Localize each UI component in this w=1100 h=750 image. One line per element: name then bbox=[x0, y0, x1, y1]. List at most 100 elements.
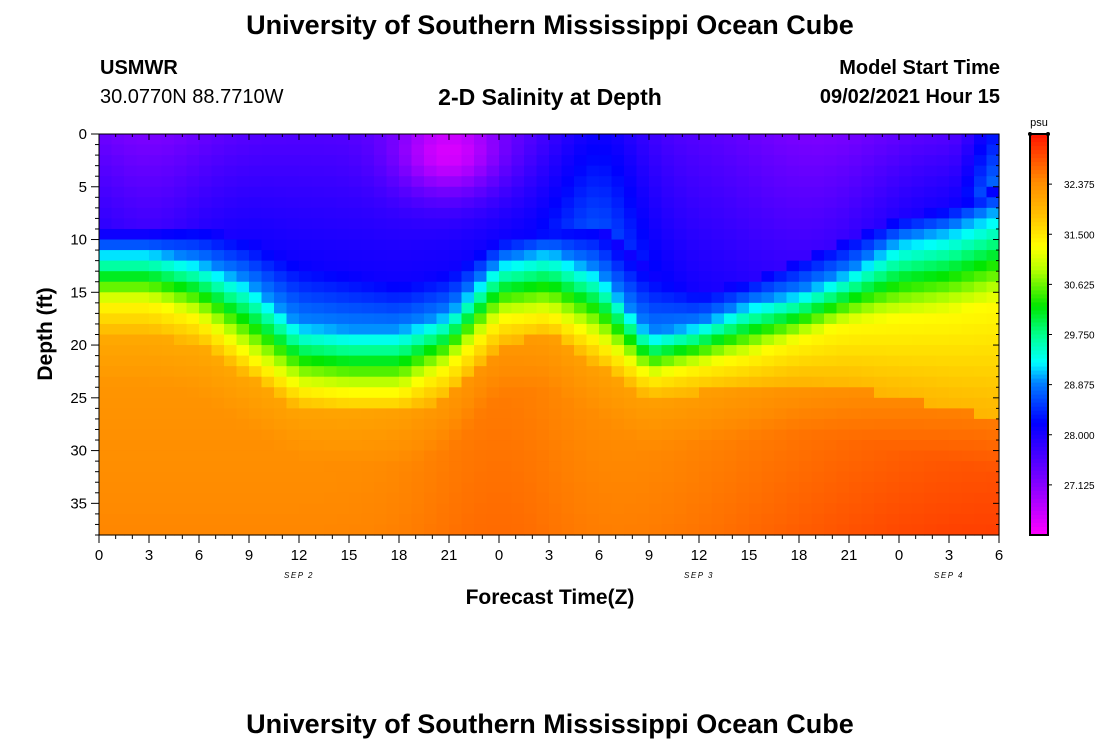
heatmap-cell bbox=[836, 271, 850, 283]
heatmap-cell bbox=[136, 408, 150, 420]
heatmap-cell bbox=[461, 292, 475, 304]
heatmap-cell bbox=[324, 165, 338, 177]
heatmap-cell bbox=[536, 155, 550, 167]
heatmap-cell bbox=[349, 323, 363, 336]
heatmap-cell bbox=[911, 228, 925, 241]
heatmap-cell bbox=[799, 239, 813, 251]
heatmap-cell bbox=[311, 408, 325, 420]
heatmap-cell bbox=[161, 292, 175, 304]
heatmap-cell bbox=[899, 218, 913, 230]
heatmap-cell bbox=[499, 429, 513, 441]
heatmap-cell bbox=[111, 281, 125, 293]
heatmap-cell bbox=[874, 366, 888, 378]
heatmap-cell bbox=[774, 513, 788, 526]
heatmap-cell bbox=[524, 323, 538, 336]
heatmap-cell bbox=[486, 186, 500, 198]
heatmap-cell bbox=[586, 260, 600, 272]
heatmap-cell bbox=[849, 281, 863, 293]
heatmap-cell bbox=[774, 429, 788, 441]
heatmap-cell bbox=[149, 260, 163, 272]
heatmap-cell bbox=[786, 397, 800, 409]
heatmap-cell bbox=[136, 471, 150, 483]
heatmap-cell bbox=[136, 186, 150, 198]
heatmap-cell bbox=[324, 440, 338, 452]
heatmap-cell bbox=[436, 387, 450, 399]
heatmap-cell bbox=[736, 313, 750, 325]
heatmap-cell bbox=[711, 440, 725, 452]
heatmap-cell bbox=[961, 440, 975, 452]
heatmap-cell bbox=[686, 155, 700, 167]
model-start-label: Model Start Time bbox=[839, 57, 1000, 79]
heatmap-cell bbox=[924, 513, 938, 526]
heatmap-cell bbox=[561, 513, 575, 526]
heatmap-cell bbox=[724, 271, 738, 283]
heatmap-cell bbox=[674, 492, 688, 504]
heatmap-cell bbox=[686, 355, 700, 367]
heatmap-cell bbox=[974, 250, 988, 262]
heatmap-cell bbox=[761, 239, 775, 251]
heatmap-cell bbox=[861, 271, 875, 283]
heatmap-cell bbox=[174, 197, 188, 209]
heatmap-cell bbox=[211, 271, 225, 283]
heatmap-cell bbox=[549, 271, 563, 283]
heatmap-cell bbox=[824, 345, 838, 357]
heatmap-cell bbox=[636, 292, 650, 304]
heatmap-cell bbox=[199, 482, 213, 494]
heatmap-cell bbox=[174, 218, 188, 230]
heatmap-cell bbox=[986, 144, 1000, 156]
heatmap-cell bbox=[861, 334, 875, 346]
heatmap-cell bbox=[249, 313, 263, 325]
heatmap-cell bbox=[399, 239, 413, 251]
heatmap-cell bbox=[786, 376, 800, 388]
heatmap-cell bbox=[149, 376, 163, 388]
heatmap-cell bbox=[686, 513, 700, 526]
heatmap-cell bbox=[99, 408, 113, 420]
y-tick-label: 30 bbox=[70, 443, 87, 460]
heatmap-cell bbox=[474, 134, 488, 146]
heatmap-cell bbox=[749, 250, 763, 262]
heatmap-cell bbox=[211, 418, 225, 431]
heatmap-cell bbox=[486, 197, 500, 209]
heatmap-cell bbox=[324, 461, 338, 473]
heatmap-cell bbox=[611, 134, 625, 146]
heatmap-cell bbox=[149, 144, 163, 156]
heatmap-cell bbox=[911, 218, 925, 230]
heatmap-cell bbox=[761, 144, 775, 156]
heatmap-cell bbox=[349, 292, 363, 304]
heatmap-cell bbox=[386, 239, 400, 251]
heatmap-cell bbox=[349, 366, 363, 378]
heatmap-cell bbox=[561, 239, 575, 251]
heatmap-cell bbox=[736, 482, 750, 494]
heatmap-cell bbox=[136, 482, 150, 494]
heatmap-cell bbox=[724, 450, 738, 462]
heatmap-cell bbox=[361, 134, 375, 146]
heatmap-cell bbox=[624, 313, 638, 325]
heatmap-cell bbox=[249, 323, 263, 336]
colorbar-segment bbox=[1030, 150, 1048, 155]
x-tick-label: 18 bbox=[791, 547, 808, 564]
heatmap-cell bbox=[911, 492, 925, 504]
heatmap-cell bbox=[786, 271, 800, 283]
heatmap-cell bbox=[249, 271, 263, 283]
heatmap-cell bbox=[211, 387, 225, 399]
heatmap-cell bbox=[749, 271, 763, 283]
heatmap-cell bbox=[699, 144, 713, 156]
heatmap-cell bbox=[124, 155, 138, 167]
heatmap-cell bbox=[611, 260, 625, 272]
heatmap-cell bbox=[724, 513, 738, 526]
heatmap-cell bbox=[224, 260, 238, 272]
heatmap-cell bbox=[536, 482, 550, 494]
heatmap-cell bbox=[586, 207, 600, 220]
heatmap-cell bbox=[574, 471, 588, 483]
heatmap-cell bbox=[324, 228, 338, 241]
heatmap-cell bbox=[986, 418, 1000, 431]
heatmap-cell bbox=[911, 376, 925, 388]
heatmap-cell bbox=[224, 482, 238, 494]
heatmap-cell bbox=[449, 503, 463, 515]
heatmap-cell bbox=[386, 345, 400, 357]
heatmap-cell bbox=[849, 397, 863, 409]
heatmap-cell bbox=[874, 492, 888, 504]
heatmap-cell bbox=[761, 207, 775, 220]
heatmap-cell bbox=[199, 281, 213, 293]
heatmap-cell bbox=[274, 461, 288, 473]
